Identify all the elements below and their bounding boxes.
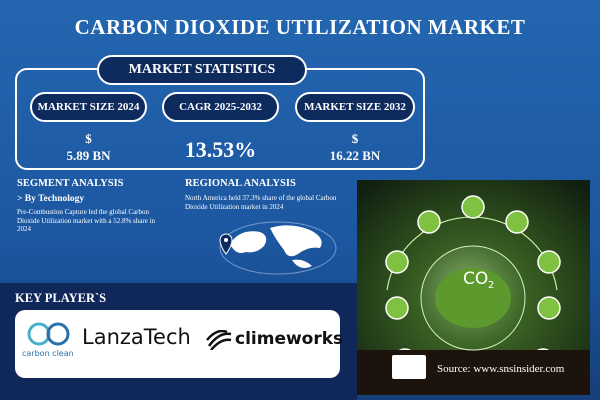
logo-text: carbon clean [22, 349, 74, 358]
logo-text: climeworks [235, 329, 344, 349]
stat-label: CAGR 2025-2032 [162, 92, 279, 122]
source-logo [392, 355, 426, 379]
stats-heading: MARKET STATISTICS [97, 55, 307, 85]
logo-card [15, 310, 340, 378]
stat-label: MARKET SIZE 2024 [30, 92, 147, 122]
stat-value: 5.89 BN [66, 148, 111, 163]
key-players-heading: KEY PLAYER`S [15, 291, 107, 305]
source: Source: www.snsinsider.com [437, 363, 565, 375]
stat-value: 16.22 BN [329, 148, 381, 163]
co2-image: CO 2 [357, 180, 590, 395]
regional-heading: REGIONAL ANALYSIS [185, 178, 296, 189]
segment-text: Pre-Combustion Capture led the global Ca… [17, 208, 156, 233]
co2-label: CO [463, 269, 488, 289]
currency: $ [85, 131, 92, 146]
globe [219, 221, 337, 275]
currency: $ [351, 131, 359, 146]
regional-text: North America held 37.3% share of the gl… [185, 194, 337, 211]
segment-subheading: > By Technology [17, 194, 85, 204]
logo-text: LanzaTech [82, 325, 191, 349]
stat-value: 13.53% [184, 137, 257, 162]
title: CARBON DIOXIDE UTILIZATION MARKET [74, 15, 526, 39]
co2-subscript: 2 [488, 280, 494, 291]
segment-heading: SEGMENT ANALYSIS [17, 178, 124, 189]
logo-icon [27, 322, 70, 346]
logo-icon [206, 330, 232, 350]
stat-label: MARKET SIZE 2032 [295, 92, 415, 122]
